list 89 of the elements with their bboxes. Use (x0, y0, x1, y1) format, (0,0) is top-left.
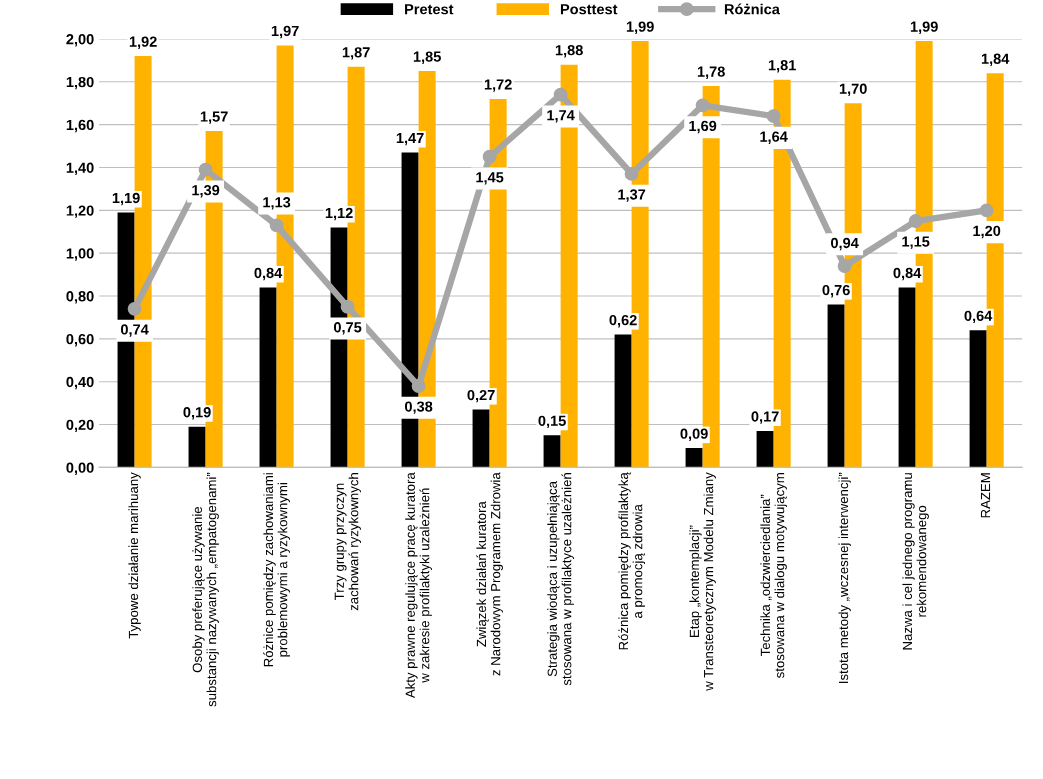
x-tick-label: Związek działań kuratora z Narodowym Programem Zdrowia (476, 472, 503, 676)
x-tick-label: Różnice pomiędzy zachowaniami problemowymi a ryzykownymi (263, 473, 290, 667)
point (766, 109, 781, 124)
x-tick-label: Trzy grupy przyczyn zachowań ryzykownych (334, 473, 361, 611)
bar (188, 426, 206, 468)
data-label: 1,97 (271, 25, 299, 39)
point (695, 98, 710, 113)
point (411, 379, 426, 393)
point (482, 149, 497, 164)
point (553, 87, 568, 102)
data-label: 0,62 (609, 314, 637, 328)
data-label: 1,39 (192, 185, 220, 198)
y-tick-label: 1,80 (66, 76, 94, 90)
x-tick-label: Technika „odzwierciedlania” stosowana w dialogu motywującym (760, 473, 787, 678)
data-label: 0,15 (538, 415, 566, 429)
data-label: 1,47 (396, 133, 424, 146)
y-tick-label: 1,00 (66, 248, 94, 261)
data-label: 1,81 (768, 60, 796, 73)
legend-label: Posttest (560, 4, 618, 15)
x-tick-label: Nazwa i cel jednego programu rekomendowanego (902, 473, 929, 650)
y-tick-label: 1,40 (66, 162, 94, 176)
bar (969, 330, 987, 468)
point (198, 162, 213, 177)
x-tick-label: Istota metody „wczesnej interwencji” (838, 472, 851, 683)
y-tick-label: 0,00 (66, 462, 94, 475)
data-label: 0,09 (680, 428, 708, 441)
data-label: 0,76 (822, 284, 850, 298)
data-label: 1,69 (689, 120, 717, 134)
bar (614, 334, 632, 468)
y-tick-label: 0,80 (66, 291, 94, 304)
bar (827, 304, 845, 468)
data-label: 1,87 (342, 47, 370, 60)
data-label: 1,20 (973, 225, 1001, 239)
bar (259, 287, 277, 468)
x-tick-label: Strategia wiodąca i uzupełniająca stosowana w profilaktyce uzależnień (547, 473, 574, 686)
y-tick-label: 0,60 (66, 333, 94, 347)
y-tick-label: 0,20 (66, 419, 94, 433)
y-tick-label: 2,00 (66, 34, 94, 47)
data-label: 1,12 (325, 207, 353, 221)
data-label: 1,64 (760, 131, 788, 144)
x-tick-label: Typowe działanie marihuany (128, 472, 141, 639)
data-label: 0,74 (120, 324, 149, 337)
data-label: 1,15 (902, 236, 930, 249)
x-tick-label: RAZEM (980, 473, 991, 518)
bar (898, 287, 916, 468)
bar (756, 430, 774, 468)
data-label: 1,99 (910, 21, 938, 34)
data-label: 0,84 (254, 267, 283, 281)
point (837, 259, 852, 273)
data-label: 0,17 (751, 411, 779, 424)
data-label: 1,88 (555, 45, 583, 58)
data-label: 0,75 (333, 322, 362, 335)
data-label: 0,84 (893, 267, 922, 281)
data-label: 0,27 (467, 389, 495, 403)
data-label: 1,45 (476, 172, 504, 185)
legend-label: Różnica (724, 3, 780, 15)
legend-label: Pretest (405, 4, 454, 15)
data-label: 0,19 (183, 407, 211, 420)
data-label: 1,78 (697, 66, 725, 79)
bar (685, 448, 703, 468)
data-label: 0,64 (964, 310, 993, 324)
y-tick-label: 1,20 (66, 205, 94, 218)
data-label: 1,13 (263, 197, 291, 210)
data-label: 1,37 (618, 189, 646, 202)
data-label: 0,38 (404, 401, 433, 414)
point (908, 214, 923, 228)
x-tick-label: Etap „kontemplacji” w Transteoretycznym Modelu Zmiany (689, 472, 716, 691)
bar (472, 409, 490, 468)
data-label: 1,72 (484, 79, 512, 92)
bar (543, 435, 561, 468)
y-tick-label: 0,40 (66, 376, 94, 390)
data-label: 1,19 (112, 192, 140, 206)
point (979, 203, 994, 218)
data-label: 1,84 (981, 53, 1010, 67)
data-label: 1,57 (200, 111, 228, 124)
x-tick-label: Akty prawne regulujące pracę kuratora w zakresie profilaktyki uzależnień (405, 472, 432, 699)
data-label: 1,92 (129, 36, 157, 49)
point (624, 166, 639, 181)
x-tick-label: Różnica pomiędzy profilaktyką a promocją zdrowia (618, 472, 645, 650)
y-tick-label: 1,60 (66, 119, 94, 133)
data-label: 1,74 (547, 110, 575, 123)
data-label: 1,70 (839, 83, 867, 97)
point (269, 218, 284, 233)
point (127, 301, 142, 316)
point (340, 299, 355, 314)
x-tick-label: Osoby preferujące używanie substancji nazywanych „empatogenami” (192, 472, 219, 707)
data-label: 0,94 (831, 237, 859, 251)
data-label: 1,85 (413, 51, 441, 64)
data-label: 1,99 (626, 21, 654, 34)
